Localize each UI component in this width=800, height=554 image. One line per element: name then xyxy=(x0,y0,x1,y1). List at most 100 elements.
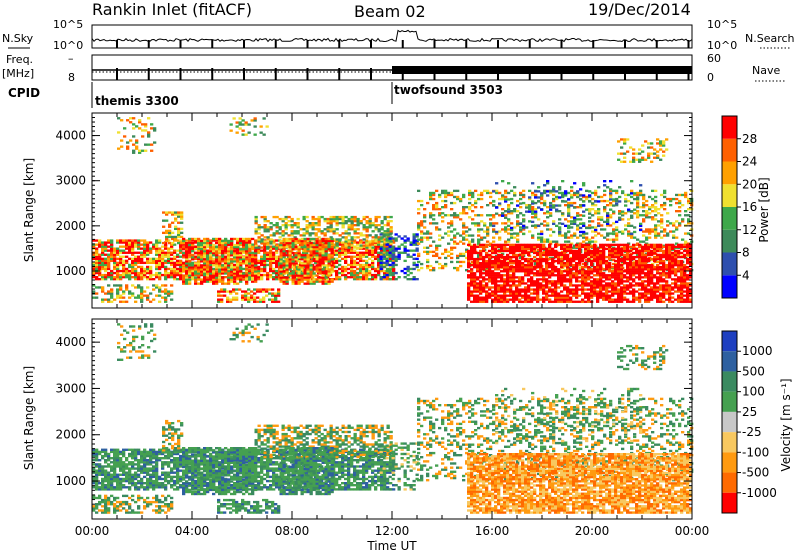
echo-cell xyxy=(152,243,156,246)
echo-cell xyxy=(438,262,442,266)
echo-cell xyxy=(113,251,117,254)
echo-cell xyxy=(203,248,207,251)
echo-cell xyxy=(515,266,519,269)
echo-cell xyxy=(288,237,292,241)
echo-cell xyxy=(672,230,676,233)
echo-cell xyxy=(215,274,219,277)
echo-cell xyxy=(485,278,489,281)
echo-cell xyxy=(306,276,310,279)
echo-cell xyxy=(323,278,327,281)
echo-cell xyxy=(306,250,310,253)
echo-cell xyxy=(161,245,165,248)
echo-cell xyxy=(226,300,230,303)
echo-cell xyxy=(379,251,383,254)
echo-cell xyxy=(471,260,475,264)
echo-cell xyxy=(119,245,123,248)
echo-cell xyxy=(344,249,348,252)
echo-cell xyxy=(119,300,123,303)
echo-cell xyxy=(122,241,126,244)
echo-cell xyxy=(138,149,142,152)
echo-cell xyxy=(125,261,129,265)
echo-cell xyxy=(627,193,631,197)
echo-cell xyxy=(543,212,547,215)
echo-cell xyxy=(540,240,544,243)
echo-cell xyxy=(536,286,540,289)
echo-cell xyxy=(113,261,117,265)
echo-cell xyxy=(684,240,688,243)
echo-cell xyxy=(318,239,322,243)
echo-cell xyxy=(191,256,195,259)
echo-cell xyxy=(533,274,537,277)
echo-cell xyxy=(171,213,175,216)
echo-cell xyxy=(218,237,222,241)
echo-cell xyxy=(509,284,513,287)
echo-cell xyxy=(297,260,301,263)
echo-cell xyxy=(657,224,661,227)
echo-cell xyxy=(365,249,369,252)
echo-cell xyxy=(248,243,252,247)
echo-cell xyxy=(168,231,172,235)
echo-cell xyxy=(672,234,676,237)
echo-cell xyxy=(362,215,366,219)
echo-cell xyxy=(332,215,336,219)
echo-cell xyxy=(471,238,475,241)
echo-cell xyxy=(551,274,555,277)
echo-cell xyxy=(335,265,339,269)
echo-cell xyxy=(113,249,117,252)
echo-cell xyxy=(318,254,322,257)
echo-cell xyxy=(615,238,619,241)
echo-cell xyxy=(263,215,267,219)
echo-cell xyxy=(621,230,625,233)
echo-cell xyxy=(389,228,393,231)
echo-cell xyxy=(327,254,331,257)
echo-cell xyxy=(551,292,555,295)
echo-cell xyxy=(122,249,126,252)
echo-cell xyxy=(164,245,168,248)
echo-cell xyxy=(669,222,673,225)
echo-cell xyxy=(173,261,177,265)
echo-cell xyxy=(474,201,478,205)
echo-cell xyxy=(95,261,99,265)
echo-cell xyxy=(138,121,142,124)
echo-cell xyxy=(444,199,448,203)
echo-cell xyxy=(200,266,204,269)
echo-cell xyxy=(227,258,231,261)
echo-cell xyxy=(482,249,486,253)
echo-cell xyxy=(113,255,117,258)
echo-cell xyxy=(465,250,469,254)
echo-cell xyxy=(188,268,192,271)
echo-cell xyxy=(282,266,286,269)
echo-cell xyxy=(285,239,289,243)
echo-cell xyxy=(143,245,147,248)
echo-cell xyxy=(365,259,369,263)
echo-cell xyxy=(533,251,537,255)
echo-cell xyxy=(362,255,366,258)
echo-cell xyxy=(122,245,126,248)
echo-cell xyxy=(188,256,192,259)
echo-cell xyxy=(473,243,477,247)
echo-cell xyxy=(485,296,489,299)
echo-cell xyxy=(227,278,231,281)
echo-cell xyxy=(585,195,589,199)
echo-cell xyxy=(288,262,292,265)
echo-cell xyxy=(233,243,237,247)
echo-cell xyxy=(552,220,556,223)
echo-cell xyxy=(470,255,474,259)
echo-cell xyxy=(397,257,401,261)
echo-cell xyxy=(554,253,558,257)
echo-cell xyxy=(510,201,514,205)
echo-cell xyxy=(217,294,221,297)
echo-cell xyxy=(311,226,315,229)
echo-cell xyxy=(524,259,528,263)
echo-cell xyxy=(259,131,263,134)
echo-cell xyxy=(371,267,375,271)
echo-cell xyxy=(212,237,216,241)
echo-cell xyxy=(412,263,416,267)
echo-cell xyxy=(474,189,478,193)
echo-cell xyxy=(318,266,322,269)
echo-cell xyxy=(238,123,242,126)
echo-cell xyxy=(257,238,261,241)
echo-cell xyxy=(244,123,248,126)
echo-cell xyxy=(480,236,484,239)
echo-cell xyxy=(504,228,508,231)
